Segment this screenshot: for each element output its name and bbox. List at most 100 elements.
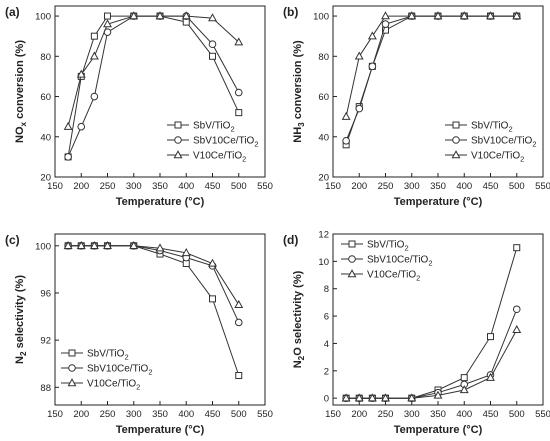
x-tick-label: 500 [231, 181, 247, 192]
data-point [64, 153, 72, 161]
data-point [104, 12, 111, 20]
data-point [234, 88, 243, 97]
x-tick-label: 350 [430, 409, 446, 420]
legend-marker [348, 255, 356, 263]
x-tick-label: 250 [378, 409, 394, 420]
data-point [341, 393, 351, 402]
data-point [182, 18, 190, 26]
x-tick-label: 150 [325, 181, 341, 192]
panel-label: (c) [5, 233, 20, 247]
data-point [208, 258, 217, 267]
data-point [367, 31, 377, 40]
y-tick-label: 60 [318, 92, 329, 103]
legend: SbV/TiO2 SbV10Ce/TiO2 V10Ce/TiO2 [341, 240, 433, 283]
y-tick-label: 60 [40, 92, 51, 103]
y-tick-label: 100 [35, 241, 51, 252]
legend-marker [174, 121, 182, 129]
chart-panel-2: 150 200 250 300 350 400 450 500 550 20 40 60 80 100 (b… [283, 5, 550, 208]
x-tick-label: 350 [152, 181, 168, 192]
data-point [433, 390, 443, 399]
legend-marker [348, 240, 356, 248]
data-point [354, 51, 364, 60]
x-tick-label: 200 [351, 409, 367, 420]
legend-label: V10Ce/TiO2 [367, 270, 420, 283]
data-point [487, 333, 494, 341]
x-tick-label: 200 [351, 181, 367, 192]
legend-label: SbV10Ce/TiO2 [87, 364, 153, 377]
data-point [234, 37, 244, 46]
data-point [155, 243, 165, 252]
legend-marker [173, 150, 183, 159]
x-tick-label: 150 [47, 181, 63, 192]
x-tick-label: 200 [73, 181, 89, 192]
y-tick-label: 80 [318, 52, 329, 63]
data-point [103, 240, 112, 249]
series-line [346, 309, 518, 399]
data-point [89, 240, 99, 249]
data-point [368, 62, 377, 71]
data-point [90, 92, 99, 101]
data-point [235, 109, 243, 117]
legend-label: V10Ce/TiO2 [193, 151, 246, 164]
legend-label: SbV/TiO2 [193, 121, 235, 134]
data-point [76, 69, 86, 78]
data-point [90, 32, 98, 40]
data-point [486, 11, 495, 20]
x-tick-label: 400 [178, 409, 194, 420]
x-tick-label: 500 [509, 181, 525, 192]
y-tick-label: 8 [324, 284, 329, 295]
x-axis-label: Temperature (°C) [116, 424, 205, 436]
data-point [355, 104, 364, 113]
x-tick-label: 450 [205, 409, 221, 420]
data-point [512, 305, 521, 314]
data-point [486, 372, 495, 381]
data-point [208, 13, 217, 22]
data-point [209, 295, 216, 303]
data-point [235, 372, 243, 380]
y-tick-label: 100 [313, 12, 329, 23]
y-tick-label: 6 [324, 312, 329, 323]
x-tick-label: 500 [231, 409, 247, 420]
legend-label: SbV10Ce/TiO2 [367, 255, 433, 268]
series-triangle [63, 240, 244, 308]
y-axis-label: N2 selectivity (%) [14, 275, 28, 364]
data-point [129, 240, 139, 249]
data-point [155, 11, 165, 20]
x-tick-label: 550 [535, 181, 550, 192]
y-tick-label: 40 [40, 132, 51, 143]
legend-marker [452, 136, 460, 144]
x-tick-label: 550 [535, 409, 550, 420]
legend-label: SbV10Ce/TiO2 [471, 136, 537, 149]
legend-marker [174, 136, 182, 144]
data-point [381, 20, 390, 28]
y-axis-label: N2O selectivity (%) [292, 270, 306, 368]
data-point [234, 318, 243, 327]
data-point [381, 393, 390, 402]
x-tick-label: 150 [47, 409, 63, 420]
legend-marker [452, 121, 460, 129]
x-tick-label: 350 [430, 181, 446, 192]
series-triangle [341, 324, 522, 402]
data-point [234, 299, 244, 308]
series-line [68, 245, 240, 323]
legend: SbV/TiO2 SbV10Ce/TiO2 V10Ce/TiO2 [61, 349, 153, 392]
legend-marker [347, 269, 357, 278]
series-triangle [341, 11, 522, 120]
legend: SbV/TiO2 SbV10Ce/TiO2 V10Ce/TiO2 [445, 121, 537, 164]
x-tick-label: 250 [378, 181, 394, 192]
y-tick-label: 20 [40, 173, 51, 184]
legend-marker [67, 378, 77, 387]
y-tick-label: 0 [324, 394, 329, 405]
chart-panel-1: 150 200 250 300 350 400 450 500 550 20 40 60 80 100 (a… [5, 5, 273, 208]
x-tick-label: 250 [100, 181, 116, 192]
y-tick-label: 10 [318, 257, 329, 268]
x-tick-label: 450 [205, 181, 221, 192]
panel-label: (d) [283, 233, 298, 247]
x-tick-label: 450 [483, 181, 499, 192]
y-tick-label: 80 [40, 52, 51, 63]
data-point [63, 240, 73, 249]
y-tick-label: 2 [324, 366, 329, 377]
y-tick-label: 12 [318, 230, 329, 241]
y-tick-label: 40 [318, 132, 329, 143]
